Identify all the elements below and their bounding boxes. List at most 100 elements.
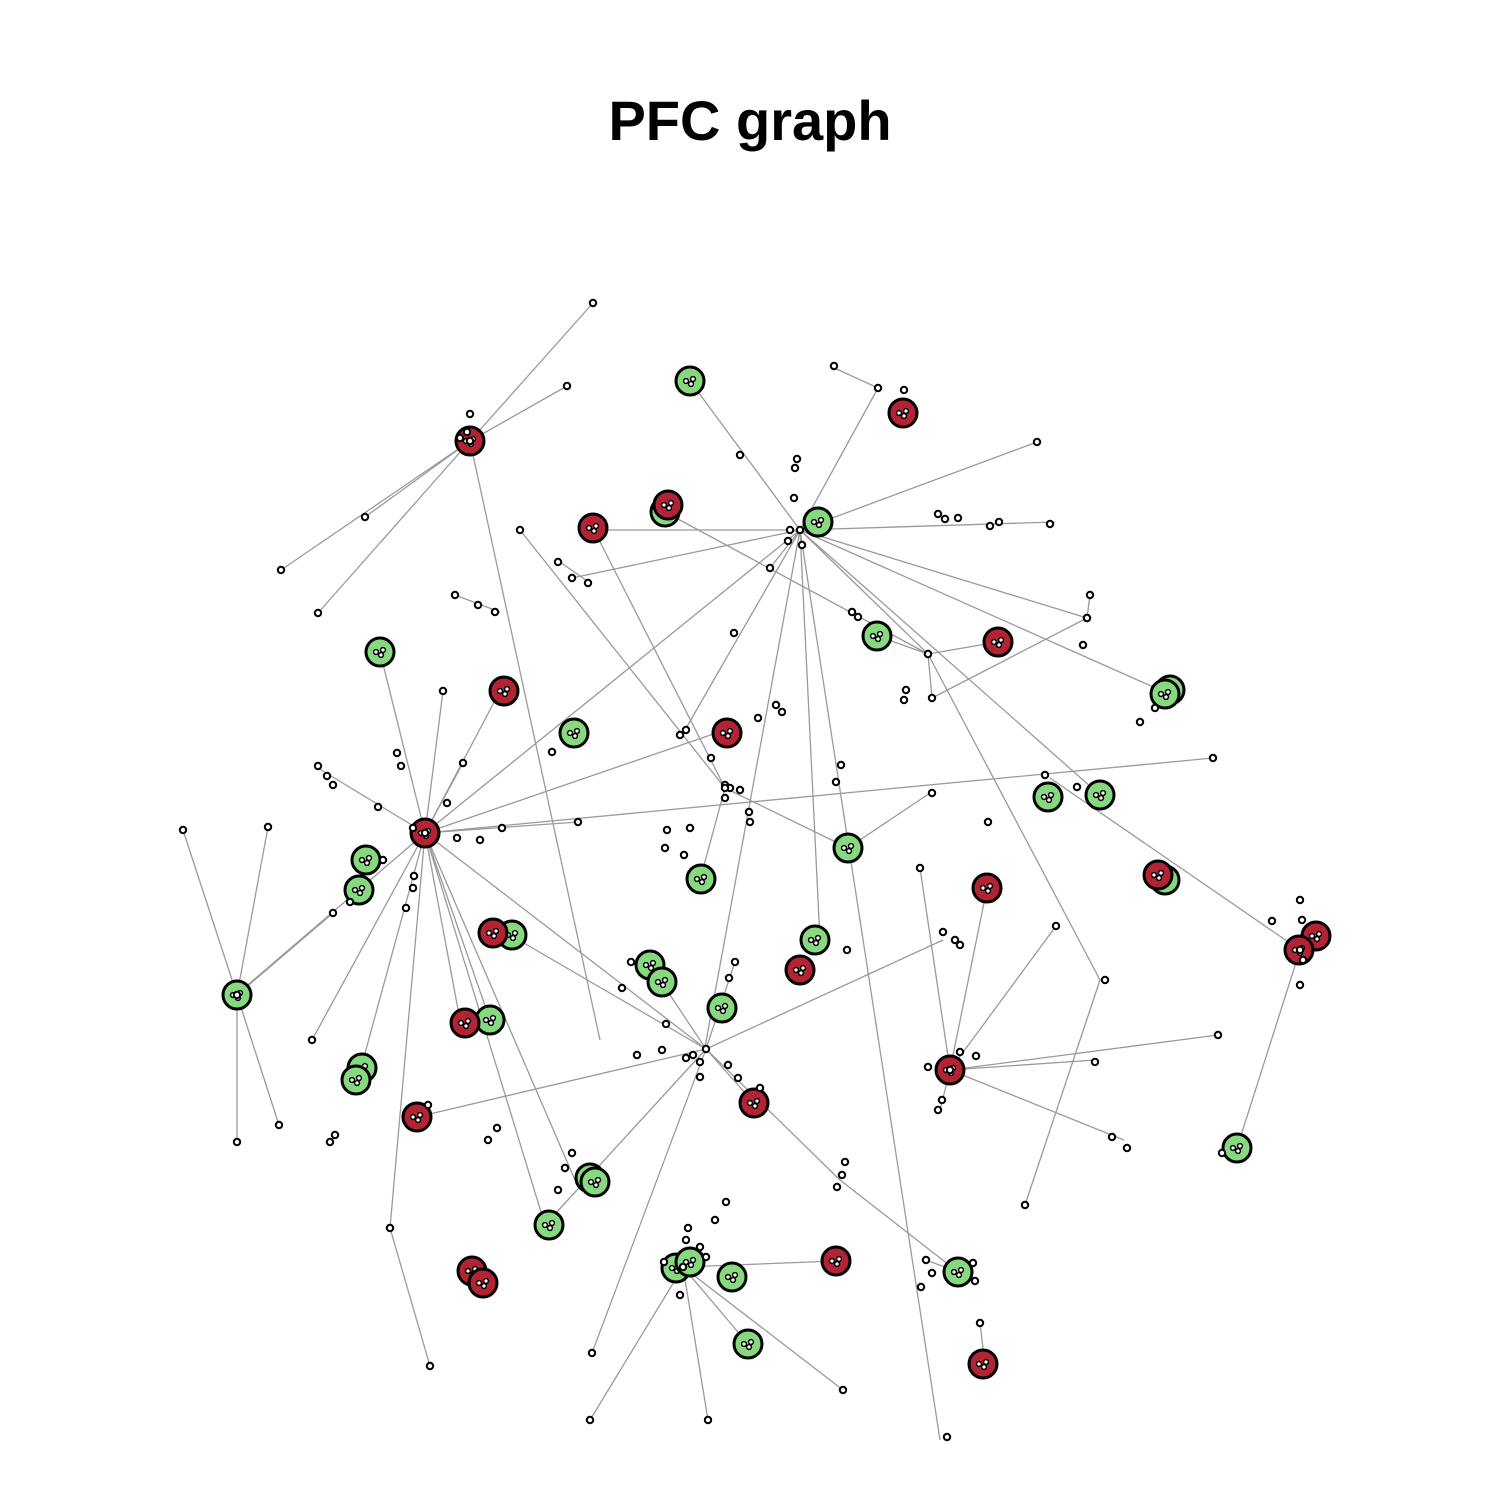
inner-node-dot	[1157, 690, 1165, 698]
green-node	[579, 1166, 611, 1198]
inner-node-dot	[667, 499, 675, 507]
small-node	[560, 1163, 570, 1173]
graph-edge	[799, 529, 929, 655]
green-node	[343, 874, 375, 906]
green-node	[674, 365, 706, 397]
graph-edge	[927, 653, 933, 699]
red-node	[738, 1087, 770, 1119]
small-node	[1107, 1132, 1117, 1142]
small-node	[1045, 519, 1055, 529]
inner-node-dot	[414, 1116, 422, 1124]
small-node	[567, 573, 577, 583]
small-node	[753, 713, 763, 723]
small-node	[483, 1135, 493, 1145]
graph-edge	[424, 832, 461, 1021]
small-node	[328, 780, 338, 790]
graph-edge	[509, 934, 707, 1050]
small-node	[1032, 437, 1042, 447]
small-node	[662, 825, 672, 835]
small-node	[847, 607, 857, 617]
graph-edge	[424, 757, 1214, 834]
small-node	[789, 493, 799, 503]
small-node	[462, 427, 472, 437]
graph-edge	[931, 617, 1088, 699]
small-node	[695, 1057, 705, 1067]
graph-edge	[799, 441, 1038, 531]
inner-node-dot	[979, 884, 987, 892]
small-node	[659, 1257, 669, 1267]
red-node	[1142, 859, 1174, 891]
small-node	[1213, 1030, 1223, 1040]
graph-edge	[682, 1266, 844, 1391]
small-node	[703, 1415, 713, 1425]
small-node	[492, 1123, 502, 1133]
inner-node-dot	[501, 690, 509, 698]
red-node	[887, 397, 919, 429]
inner-node-dot	[659, 981, 667, 989]
small-node	[721, 1197, 731, 1207]
small-node	[927, 693, 937, 703]
inner-node-dot	[1040, 793, 1048, 801]
small-node	[933, 1105, 943, 1115]
small-node	[1298, 955, 1308, 965]
red-node	[467, 1267, 499, 1299]
graph-edge	[236, 912, 334, 996]
small-node	[1085, 590, 1095, 600]
small-node	[583, 578, 593, 588]
graph-edge	[1024, 979, 1101, 1206]
small-node	[408, 883, 418, 893]
small-node	[829, 361, 839, 371]
small-node	[587, 1348, 597, 1358]
inner-node-dot	[751, 1102, 759, 1110]
inner-node-dot	[876, 630, 884, 638]
graph-edge	[949, 887, 988, 1071]
inner-node-dot	[950, 1268, 958, 1276]
graph-edge	[799, 529, 1088, 619]
small-node	[729, 628, 739, 638]
small-node	[232, 990, 242, 1000]
inner-node-dot	[990, 638, 998, 646]
small-node	[1295, 980, 1305, 990]
graph-edge	[799, 387, 879, 531]
small-node	[915, 863, 925, 873]
inner-node-dot	[895, 409, 903, 417]
inner-node-dot	[812, 939, 820, 947]
graph-edge	[236, 826, 269, 996]
small-node	[706, 753, 716, 763]
small-node	[1051, 921, 1061, 931]
small-node	[777, 707, 787, 717]
graph-edge	[769, 529, 801, 569]
small-node	[409, 871, 419, 881]
inner-node-dot	[957, 1266, 965, 1274]
inner-node-dot	[869, 632, 877, 640]
green-node	[1084, 779, 1116, 811]
small-node	[916, 1282, 926, 1292]
green-node	[646, 966, 678, 998]
graph-edge	[682, 1266, 749, 1345]
small-node	[1295, 945, 1305, 955]
inner-node-dot	[682, 377, 690, 385]
graph-edge	[919, 867, 951, 1071]
graph-edge	[829, 365, 879, 389]
inner-node-dot	[356, 889, 364, 897]
inner-node-dot	[409, 1113, 417, 1121]
small-node	[1072, 782, 1082, 792]
red-node	[449, 1007, 481, 1039]
small-node	[950, 935, 960, 945]
red-node	[477, 917, 509, 949]
inner-node-dot	[982, 1358, 990, 1366]
small-node	[660, 843, 670, 853]
inner-node-dot	[464, 1267, 472, 1275]
small-node	[792, 454, 802, 464]
inner-node-dot	[980, 1363, 988, 1371]
inner-node-dot	[482, 1016, 490, 1024]
small-node	[1267, 916, 1277, 926]
inner-node-dot	[594, 1176, 602, 1184]
small-node	[681, 1235, 691, 1245]
small-node	[985, 521, 995, 531]
small-node	[970, 1276, 980, 1286]
small-node	[322, 771, 332, 781]
inner-node-dot	[355, 1074, 363, 1082]
inner-node-dot	[566, 729, 574, 737]
